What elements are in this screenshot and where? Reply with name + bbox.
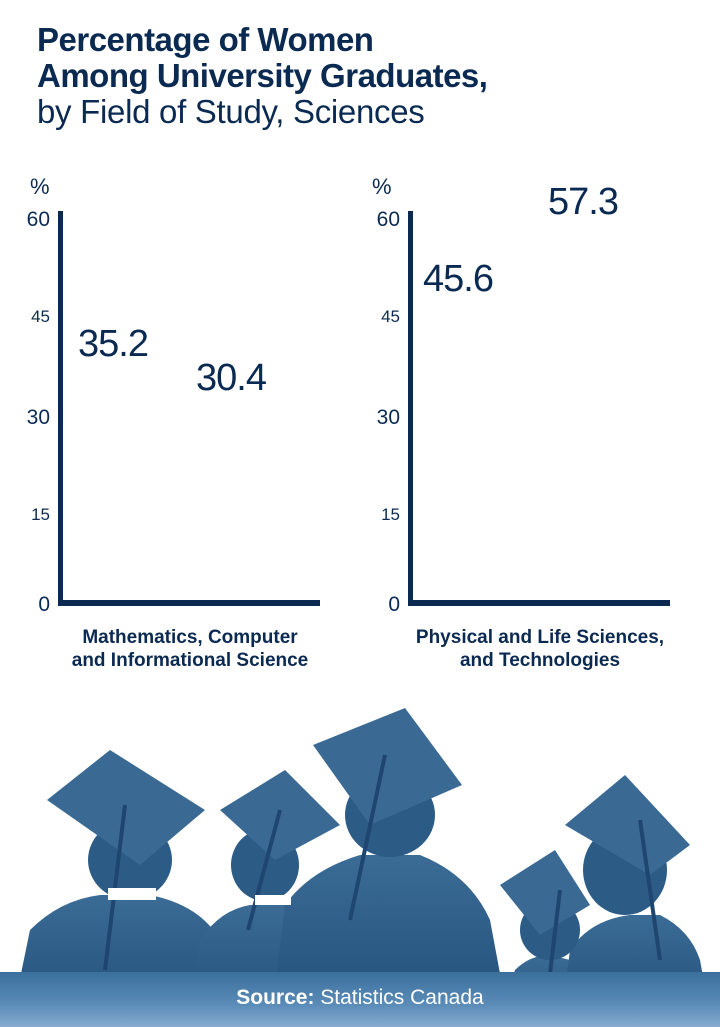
y-axis-line	[408, 211, 413, 606]
bar-year-label: ’08	[227, 532, 304, 597]
bar-value: 57.3	[548, 181, 619, 223]
chart-math-computer: % 60 45 30 15 0 35.2 ’92 30.4 ’08 Mathem…	[0, 170, 340, 680]
bar-year-label: ’92	[458, 532, 535, 597]
category-label-line-2: and Technologies	[459, 650, 621, 671]
bar-2008: 30.4 ’08	[190, 357, 306, 600]
y-tick-15: 15	[381, 505, 400, 524]
category-label-line-1: Physical and Life Sciences,	[415, 627, 665, 648]
y-tick-30: 30	[376, 406, 400, 429]
source-label: Source:	[236, 986, 315, 1009]
y-tick-0: 0	[388, 593, 400, 616]
title-line-2: Among University Graduates,	[37, 57, 488, 94]
x-axis-line	[408, 600, 670, 606]
title-line-1: Percentage of Women	[37, 21, 374, 58]
y-axis-unit: %	[372, 174, 392, 199]
bar-year-label: ’92	[107, 532, 184, 597]
y-tick-30: 30	[26, 406, 50, 429]
bar-year-label: ’08	[577, 532, 654, 597]
x-axis-line	[58, 600, 320, 606]
source-band	[0, 972, 720, 1027]
source-note: Source: Statistics Canada	[0, 986, 720, 1010]
chart-subtitle: by Field of Study, Sciences	[37, 93, 425, 130]
source-value: Statistics Canada	[314, 986, 484, 1009]
category-label: Mathematics, Computer and Informational …	[30, 626, 350, 672]
bar-2008: 57.3 ’08	[540, 181, 656, 600]
chart-physical-life-sciences: % 60 45 30 15 0 45.6 ’92 57.3 ’08 Physic…	[360, 170, 700, 680]
bar-1992: 35.2 ’92	[72, 323, 186, 600]
y-tick-0: 0	[38, 593, 50, 616]
chart-title: Percentage of Women Among University Gra…	[37, 21, 488, 130]
tassels	[103, 754, 662, 991]
collars	[108, 888, 291, 905]
category-label: Physical and Life Sciences, and Technolo…	[370, 626, 710, 672]
bar-1992: 45.6 ’92	[421, 258, 537, 600]
y-tick-15: 15	[31, 505, 50, 524]
y-tick-60: 60	[26, 208, 50, 231]
bar-value: 45.6	[423, 258, 494, 300]
y-axis-unit: %	[30, 174, 50, 199]
bar-value: 35.2	[78, 323, 149, 365]
category-label-line-1: Mathematics, Computer	[82, 627, 298, 648]
bar-value: 30.4	[196, 357, 267, 399]
category-label-line-2: and Informational Science	[71, 650, 309, 671]
y-tick-60: 60	[376, 208, 400, 231]
y-tick-45: 45	[31, 307, 50, 326]
y-tick-45: 45	[381, 307, 400, 326]
y-axis-line	[58, 211, 63, 606]
